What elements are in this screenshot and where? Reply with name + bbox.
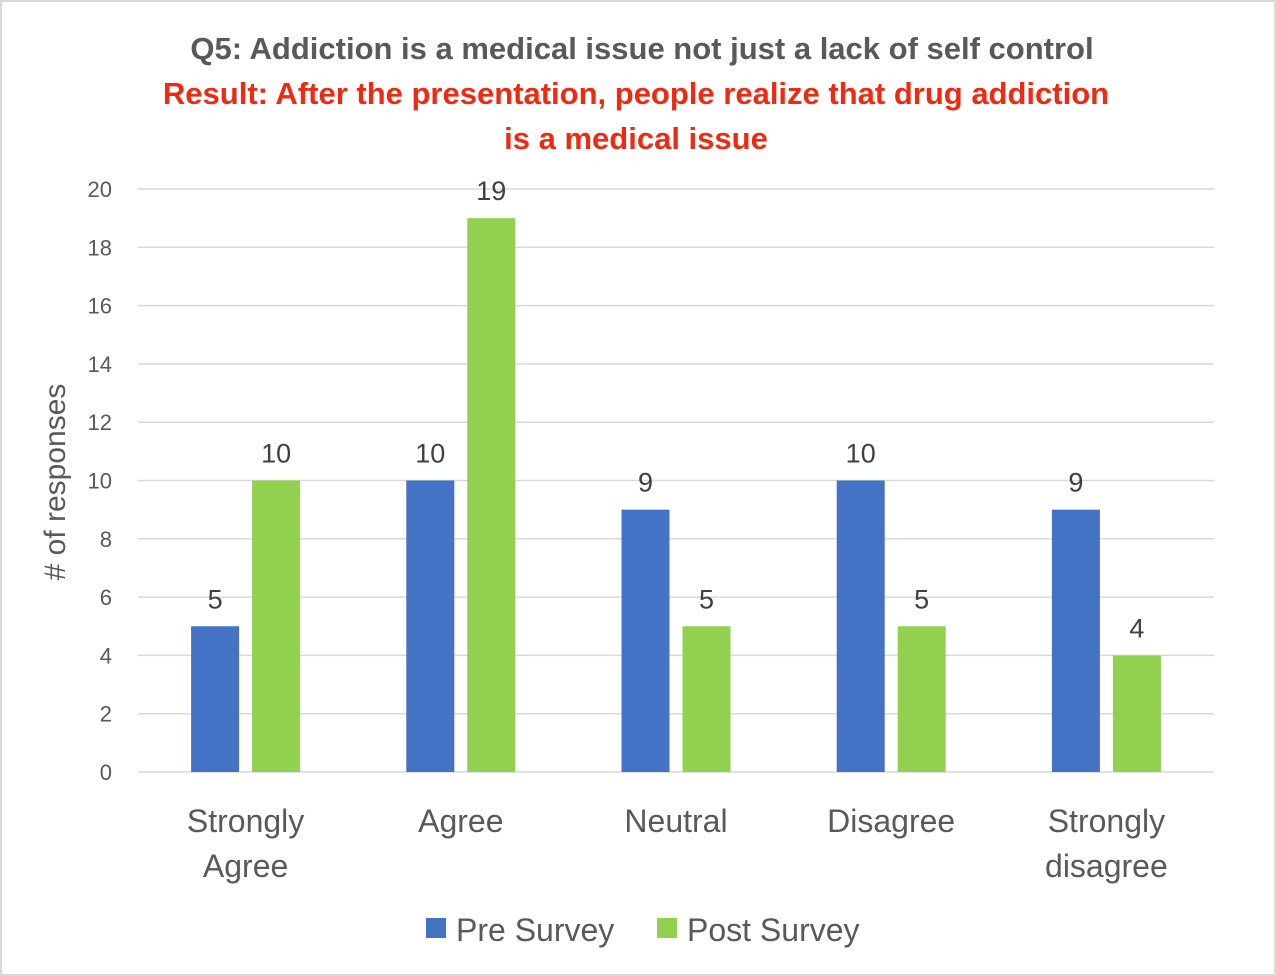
data-label: 5 xyxy=(208,584,223,614)
data-label: 19 xyxy=(476,176,506,206)
data-label: 10 xyxy=(846,439,876,469)
legend-label: Pre Survey xyxy=(456,912,614,948)
legend: Pre Survey Post Survey xyxy=(426,912,860,948)
y-axis-ticks: 0 2 4 6 8 10 12 14 16 18 20 xyxy=(88,177,112,785)
y-tick-label: 0 xyxy=(100,760,112,785)
bar-post-survey xyxy=(467,218,516,772)
bar-pre-survey xyxy=(406,480,455,772)
x-tick-label: Strongly xyxy=(187,803,304,839)
bar-pre-survey xyxy=(191,626,240,772)
y-tick-label: 4 xyxy=(100,643,112,668)
bar-pre-survey xyxy=(836,480,885,772)
y-tick-label: 18 xyxy=(88,235,112,260)
x-tick-label: Disagree xyxy=(827,803,955,839)
y-tick-label: 8 xyxy=(100,527,112,552)
y-tick-label: 10 xyxy=(88,469,112,494)
data-label: 4 xyxy=(1129,613,1144,643)
y-tick-label: 2 xyxy=(100,702,112,727)
bar-pre-survey xyxy=(621,509,670,772)
y-tick-label: 20 xyxy=(88,177,112,202)
data-label: 10 xyxy=(261,439,291,469)
y-tick-label: 16 xyxy=(88,294,112,319)
data-label: 5 xyxy=(914,584,929,614)
data-label: 5 xyxy=(699,584,714,614)
y-tick-label: 14 xyxy=(88,352,112,377)
data-labels: 5 10 10 19 9 5 10 5 9 4 xyxy=(208,176,1145,643)
x-tick-label: Agree xyxy=(418,803,503,839)
bar-post-survey xyxy=(1112,655,1161,772)
chart-subtitle-line-2: is a medical issue xyxy=(504,121,768,156)
x-tick-label: Agree xyxy=(203,848,288,884)
y-tick-label: 12 xyxy=(88,410,112,435)
gridlines xyxy=(138,188,1214,773)
legend-label: Post Survey xyxy=(687,912,860,948)
x-tick-label: Strongly xyxy=(1048,803,1165,839)
bar-post-survey xyxy=(682,626,731,772)
y-tick-label: 6 xyxy=(100,585,112,610)
x-tick-label: disagree xyxy=(1045,848,1168,884)
bar-post-survey xyxy=(252,480,301,772)
data-label: 9 xyxy=(1068,468,1083,498)
bar-pre-survey xyxy=(1051,509,1100,772)
y-axis-label: # of responses xyxy=(39,384,72,581)
x-axis-ticks: Strongly Agree Agree Neutral Disagree Strongl… xyxy=(187,803,1168,884)
bar-post-survey xyxy=(897,626,946,772)
data-label: 9 xyxy=(638,468,653,498)
bars xyxy=(191,218,1161,772)
chart-subtitle-line-1: Result: After the presentation, people r… xyxy=(163,76,1109,111)
data-label: 10 xyxy=(415,439,445,469)
legend-swatch-post-survey xyxy=(657,918,677,938)
legend-swatch-pre-survey xyxy=(426,918,446,938)
chart-title: Q5: Addiction is a medical issue not jus… xyxy=(190,31,1093,66)
x-tick-label: Neutral xyxy=(624,803,727,839)
